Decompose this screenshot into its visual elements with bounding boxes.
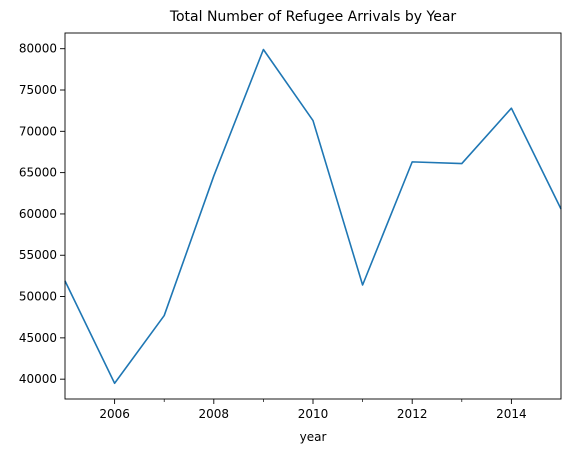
y-tick-label: 80000 (19, 42, 57, 56)
axes-frame (64, 32, 562, 400)
x-tick-label: 2014 (496, 407, 527, 421)
y-tick-label: 60000 (19, 207, 57, 221)
x-axis-label: year (300, 430, 327, 444)
y-axis: 40000 45000 50000 55000 60000 65000 70000 75000… (19, 42, 65, 386)
x-tick-label: 2008 (199, 407, 230, 421)
series-line (64, 48, 562, 385)
plot-area (64, 32, 562, 400)
y-tick-label: 65000 (19, 166, 57, 180)
y-tick-label: 45000 (19, 331, 57, 345)
y-tick-label: 40000 (19, 372, 57, 386)
x-tick-label: 2012 (397, 407, 428, 421)
y-tick-label: 55000 (19, 248, 57, 262)
y-tick-label: 75000 (19, 83, 57, 97)
y-tick-label: 50000 (19, 290, 57, 304)
chart-title: Total Number of Refugee Arrivals by Year (169, 9, 457, 25)
x-tick-label: 2010 (298, 407, 329, 421)
y-tick-label: 70000 (19, 124, 57, 138)
x-axis: 2006 2008 2010 2012 2014 (99, 399, 527, 421)
x-tick-label: 2006 (99, 407, 130, 421)
